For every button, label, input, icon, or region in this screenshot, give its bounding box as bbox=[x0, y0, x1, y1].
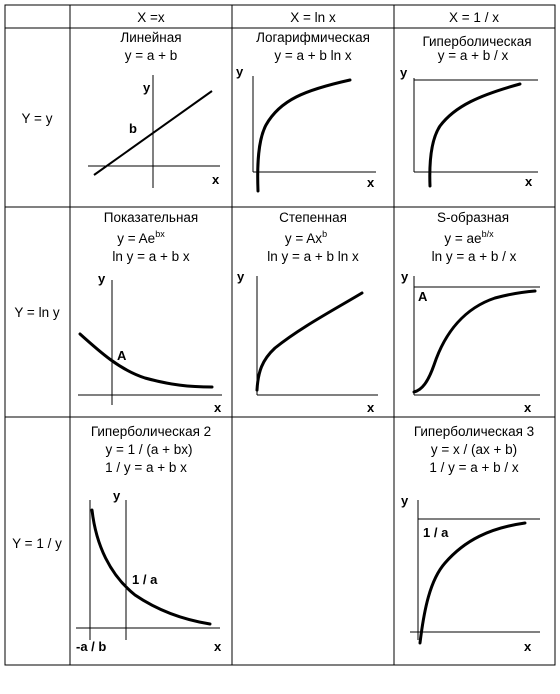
cell-hyperbolic-3: Гиперболическая 3 y = x / (ax + b) 1 / y… bbox=[401, 424, 540, 654]
hyp2-curve bbox=[90, 508, 212, 626]
hyp3-curve bbox=[418, 521, 527, 645]
column-header-x: X =x bbox=[137, 10, 165, 25]
hyp3-title: Гиперболическая 3 bbox=[414, 424, 534, 439]
cell-exponential: Показательная y = Aebx ln y = a + b x y … bbox=[78, 210, 222, 415]
hyp2-equation: y = 1 / (a + bx) bbox=[105, 442, 192, 457]
exp-x-label: x bbox=[214, 400, 222, 415]
cell-linear: Линейная y = a + b y x b bbox=[88, 30, 220, 188]
table-grid bbox=[4, 4, 556, 666]
hyp2-equation-inv: 1 / y = a + b x bbox=[105, 460, 187, 475]
hyp-title: Гиперболическая bbox=[422, 34, 531, 49]
power-x-label: x bbox=[367, 400, 375, 415]
exp-y-label: y bbox=[98, 271, 106, 286]
sshape-y-label: y bbox=[401, 269, 409, 284]
row-header-y: Y = y bbox=[22, 111, 53, 126]
cell-hyperbolic-2: Гиперболическая 2 y = 1 / (a + bx) 1 / y… bbox=[76, 424, 222, 654]
power-title: Степенная bbox=[279, 210, 347, 225]
sshape-equation-log: ln y = a + b / x bbox=[432, 249, 517, 264]
exp-title: Показательная bbox=[104, 210, 198, 225]
hyp3-point-label: 1 / a bbox=[423, 525, 449, 540]
log-curve bbox=[256, 78, 352, 193]
sshape-curve bbox=[412, 289, 537, 394]
cell-logarithmic: Логарифмическая y = a + b ln x y x bbox=[236, 30, 376, 193]
exp-equation-log: ln y = a + b x bbox=[112, 249, 190, 264]
hyp3-y-label: y bbox=[401, 493, 409, 508]
power-equation-log: ln y = a + b ln x bbox=[267, 249, 359, 264]
power-curve bbox=[255, 291, 364, 392]
cell-s-shaped: S-образная y = aeb/x ln y = a + b / x y … bbox=[401, 210, 540, 415]
hyp2-x-intercept-label: -a / b bbox=[76, 639, 106, 654]
linear-x-label: x bbox=[212, 172, 220, 187]
sshape-equation: y = aeb/x bbox=[444, 229, 494, 246]
linear-equation: y = a + b bbox=[125, 48, 178, 63]
log-x-label: x bbox=[367, 175, 375, 190]
log-title: Логарифмическая bbox=[256, 30, 370, 45]
hyp-x-label: x bbox=[525, 174, 533, 189]
hyp2-x-label: x bbox=[214, 639, 222, 654]
hyp3-equation: y = x / (ax + b) bbox=[431, 442, 517, 457]
column-header-inv-x: X = 1 / x bbox=[449, 10, 499, 25]
hyp2-y-label: y bbox=[113, 488, 121, 503]
log-y-label: y bbox=[236, 64, 244, 79]
exp-point-label: A bbox=[117, 348, 127, 363]
hyp2-point-label: 1 / a bbox=[132, 572, 158, 587]
linear-title: Линейная bbox=[120, 30, 181, 45]
row-header-inv-y: Y = 1 / y bbox=[12, 536, 62, 551]
power-y-label: y bbox=[237, 269, 245, 284]
sshape-point-label: A bbox=[418, 289, 428, 304]
hyp-equation: y = a + b / x bbox=[438, 48, 509, 63]
sshape-title: S-образная bbox=[437, 210, 509, 225]
power-equation: y = Axb bbox=[285, 229, 327, 246]
hyp-curve bbox=[428, 82, 522, 188]
sshape-x-label: x bbox=[524, 400, 532, 415]
linear-y-label: y bbox=[143, 80, 151, 95]
hyp3-x-label: x bbox=[524, 639, 532, 654]
column-header-lnx: X = ln x bbox=[290, 10, 336, 25]
hyp-y-label: y bbox=[400, 65, 408, 80]
exp-equation: y = Aebx bbox=[117, 229, 165, 246]
log-equation: y = a + b ln x bbox=[274, 48, 352, 63]
linear-curve bbox=[93, 90, 213, 176]
cell-hyperbolic: Гиперболическая y = a + b / x y x bbox=[400, 34, 538, 189]
linear-intercept-label: b bbox=[129, 121, 137, 136]
exp-curve bbox=[78, 332, 214, 389]
cell-power: Степенная y = Axb ln y = a + b ln x y x bbox=[237, 210, 378, 415]
row-header-lny: Y = ln y bbox=[14, 305, 59, 320]
hyp3-equation-inv: 1 / y = a + b / x bbox=[429, 460, 519, 475]
hyp2-title: Гиперболическая 2 bbox=[91, 424, 211, 439]
